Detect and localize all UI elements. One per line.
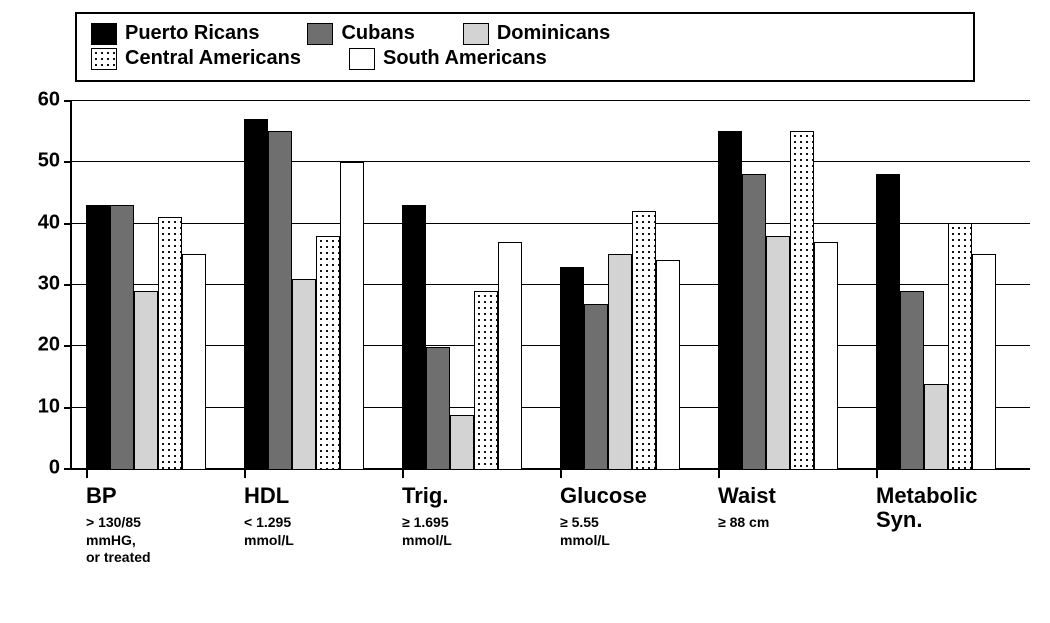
bar <box>876 174 900 470</box>
x-axis-label-block: Glucose ≥ 5.55 mmol/L <box>560 470 710 549</box>
x-axis-label: HDL <box>244 484 394 508</box>
y-tick <box>64 100 72 102</box>
bar <box>316 236 340 470</box>
bar <box>86 205 110 470</box>
x-axis-label: Trig. <box>402 484 552 508</box>
bar <box>584 304 608 471</box>
bar-group: Waist≥ 88 cm <box>718 100 868 470</box>
y-tick <box>64 407 72 409</box>
bar <box>450 415 474 471</box>
y-axis-label: 0 <box>49 457 60 480</box>
x-axis-label: Glucose <box>560 484 710 508</box>
x-axis-label-block: Waist ≥ 88 cm <box>718 470 868 532</box>
y-tick <box>64 223 72 225</box>
bars <box>560 100 710 470</box>
y-axis-label: 30 <box>38 273 60 296</box>
legend-label: Central Americans <box>125 47 301 70</box>
bar <box>742 174 766 470</box>
x-axis-sublabel: < 1.295 mmol/L <box>244 514 394 549</box>
bar <box>790 131 814 470</box>
bar <box>402 205 426 470</box>
x-axis-label-block: Metabolic Syn. <box>876 470 1026 532</box>
y-axis-label: 40 <box>38 211 60 234</box>
bar <box>340 162 364 470</box>
bars <box>876 100 1026 470</box>
plot: 0102030405060 BP> 130/85 mmHG, or treate… <box>70 100 1030 470</box>
bar <box>924 384 948 470</box>
legend-item-dominicans: Dominicans <box>463 22 610 45</box>
bars <box>402 100 552 470</box>
bar-group: Trig.≥ 1.695 mmol/L <box>402 100 552 470</box>
legend: Puerto Ricans Cubans Dominicans Central … <box>75 12 975 82</box>
x-axis-sublabel: ≥ 5.55 mmol/L <box>560 514 710 549</box>
bar-group: HDL< 1.295 mmol/L <box>244 100 394 470</box>
bar <box>718 131 742 470</box>
y-tick <box>64 284 72 286</box>
legend-item-cubans: Cubans <box>307 22 414 45</box>
legend-label: Puerto Ricans <box>125 22 259 45</box>
bar <box>900 291 924 470</box>
y-tick <box>64 161 72 163</box>
legend-item-south-americans: South Americans <box>349 47 547 70</box>
bar <box>632 211 656 470</box>
legend-label: South Americans <box>383 47 547 70</box>
bar-group: Metabolic Syn. <box>876 100 1026 470</box>
legend-swatch-icon <box>91 23 117 45</box>
legend-item-puerto-ricans: Puerto Ricans <box>91 22 259 45</box>
x-axis-label-block: BP > 130/85 mmHG, or treated <box>86 470 236 567</box>
bar <box>244 119 268 471</box>
legend-label: Dominicans <box>497 22 610 45</box>
x-axis-sublabel: ≥ 88 cm <box>718 514 868 532</box>
legend-swatch-icon <box>307 23 333 45</box>
x-axis-label: BP <box>86 484 236 508</box>
bar <box>766 236 790 470</box>
bar <box>948 223 972 470</box>
bar <box>158 217 182 470</box>
bar <box>972 254 996 470</box>
bar <box>182 254 206 470</box>
legend-swatch-icon <box>349 48 375 70</box>
bar <box>560 267 584 471</box>
bar <box>110 205 134 470</box>
bar <box>268 131 292 470</box>
bar <box>474 291 498 470</box>
x-axis-label-block: HDL < 1.295 mmol/L <box>244 470 394 549</box>
bar <box>814 242 838 470</box>
bar <box>498 242 522 470</box>
x-axis-label-block: Trig. ≥ 1.695 mmol/L <box>402 470 552 549</box>
bar-groups: BP> 130/85 mmHG, or treatedHDL< 1.295 mm… <box>82 100 1030 470</box>
chart-container: Puerto Ricans Cubans Dominicans Central … <box>0 0 1050 623</box>
bars <box>718 100 868 470</box>
y-axis-label: 10 <box>38 395 60 418</box>
bars <box>244 100 394 470</box>
bar <box>426 347 450 470</box>
bar <box>656 260 680 470</box>
bar-group: Glucose≥ 5.55 mmol/L <box>560 100 710 470</box>
y-axis-label: 50 <box>38 150 60 173</box>
bar <box>134 291 158 470</box>
x-axis-label: Waist <box>718 484 868 508</box>
legend-item-central-americans: Central Americans <box>91 47 301 70</box>
bar-group: BP> 130/85 mmHG, or treated <box>86 100 236 470</box>
y-axis-label: 20 <box>38 334 60 357</box>
legend-row-1: Puerto Ricans Cubans Dominicans <box>91 22 959 45</box>
legend-row-2: Central Americans South Americans <box>91 47 959 70</box>
y-tick <box>64 468 72 470</box>
bar <box>292 279 316 470</box>
y-axis-label: 60 <box>38 89 60 112</box>
legend-swatch-icon <box>463 23 489 45</box>
legend-swatch-icon <box>91 48 117 70</box>
x-axis-sublabel: ≥ 1.695 mmol/L <box>402 514 552 549</box>
x-axis-sublabel: > 130/85 mmHG, or treated <box>86 514 236 567</box>
x-axis-label: Metabolic Syn. <box>876 484 1026 532</box>
bars <box>86 100 236 470</box>
bar <box>608 254 632 470</box>
y-tick <box>64 345 72 347</box>
legend-label: Cubans <box>341 22 414 45</box>
